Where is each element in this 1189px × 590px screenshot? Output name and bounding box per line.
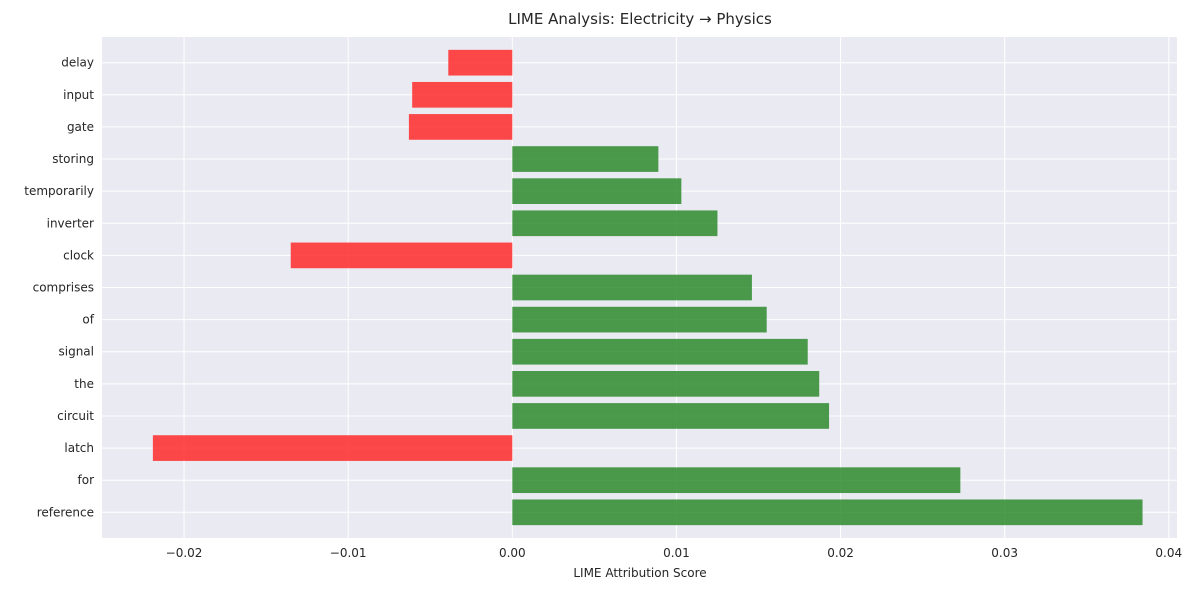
y-tick-label: delay [61,56,94,70]
y-tick-label: signal [59,345,95,359]
x-axis-label: LIME Attribution Score [573,566,706,580]
y-tick-label: circuit [57,409,94,423]
bar-circuit [512,403,830,429]
x-tick-labels: −0.02 −0.01 0.00 0.01 0.02 0.03 0.04 [166,546,1182,560]
y-tick-label: gate [67,120,94,134]
x-tick-label: −0.01 [330,546,367,560]
bar-reference [512,499,1143,526]
chart-title: LIME Analysis: Electricity → Physics [508,10,772,28]
y-tick-label: for [78,473,95,487]
bar-inverter [512,210,718,237]
bar-delay [448,49,513,76]
bar-latch [152,435,513,461]
y-tick-label: of [82,313,94,327]
y-tick-label: latch [64,441,94,455]
x-tick-label: 0.03 [991,546,1018,560]
bar-the [512,371,820,397]
bar-input [412,81,513,108]
bar-of [512,306,767,333]
x-tick-label: 0.02 [827,546,854,560]
y-tick-labels: reference for latch circuit the signal of compr… [24,56,94,520]
y-tick-label: temporarily [24,184,94,198]
x-tick-label: 0.04 [1155,546,1182,560]
bars [152,49,1143,526]
x-tick-label: 0.00 [499,546,526,560]
bar-gate [408,114,513,140]
x-tick-label: −0.02 [166,546,203,560]
bar-storing [512,146,659,172]
bar-temporarily [512,178,682,204]
y-tick-label: input [63,88,94,102]
y-tick-label: inverter [47,216,94,230]
bar-comprises [512,274,752,301]
y-tick-label: comprises [33,281,94,295]
y-tick-label: reference [37,505,94,519]
bar-clock [290,242,513,269]
y-tick-label: clock [63,248,94,262]
bar-for [512,467,961,494]
bar-signal [512,338,808,365]
y-tick-label: storing [52,152,94,166]
x-tick-label: 0.01 [663,546,690,560]
y-tick-label: the [74,377,94,391]
